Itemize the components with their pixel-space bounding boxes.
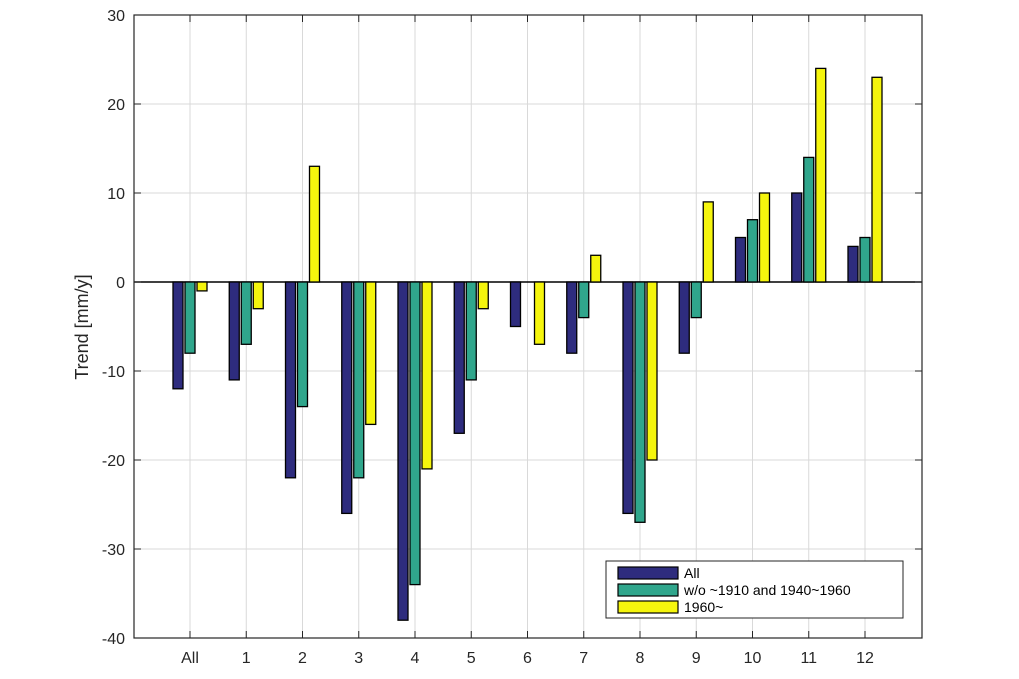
bar-2-3 (353, 281, 365, 479)
legend-swatch (617, 600, 679, 614)
x-tick-label: 4 (411, 650, 420, 667)
bar-3-1 (252, 281, 264, 310)
legend-label: All (684, 565, 700, 581)
bar-2-10 (746, 219, 759, 283)
y-tick-label: -30 (102, 542, 125, 559)
bar-3-10 (758, 192, 771, 283)
bar-2-12 (859, 236, 871, 283)
bar-1-11 (791, 192, 803, 283)
bar-1-1 (228, 281, 240, 381)
bar-2-7 (578, 281, 590, 319)
bar-3-All (196, 281, 208, 292)
bar-3-9 (702, 201, 714, 283)
legend-label: 1960~ (684, 599, 723, 615)
x-tick-label: 10 (744, 650, 762, 667)
bar-1-7 (566, 281, 578, 354)
bar-1-9 (678, 281, 690, 354)
bar-2-All (184, 281, 196, 354)
y-tick-label: -10 (102, 364, 125, 381)
bar-2-4 (409, 281, 421, 586)
bar-3-2 (308, 165, 321, 283)
x-tick-label: 2 (298, 650, 307, 667)
grid-lines (134, 14, 922, 639)
bar-1-6 (509, 281, 522, 328)
legend-swatch (617, 566, 679, 580)
legend-label: w/o ~1910 and 1940~1960 (683, 582, 851, 598)
bar-1-8 (622, 281, 634, 515)
bar-3-4 (421, 281, 433, 470)
bar-3-5 (477, 281, 489, 310)
x-tick-label: 1 (242, 650, 251, 667)
bar-3-3 (365, 281, 377, 426)
x-tick-label: 6 (523, 650, 532, 667)
y-tick-label: 0 (116, 275, 125, 292)
bars (172, 67, 883, 621)
y-tick-label: -40 (102, 631, 125, 648)
bar-2-5 (465, 281, 477, 381)
bar-1-12 (847, 245, 859, 283)
bar-2-1 (240, 281, 252, 345)
bar-1-4 (397, 281, 409, 621)
y-tick-label: 30 (107, 8, 125, 25)
bar-1-2 (284, 281, 297, 479)
x-tick-label: 5 (467, 650, 476, 667)
y-tick-label: -20 (102, 453, 125, 470)
x-tick-label: 3 (354, 650, 363, 667)
bar-1-All (172, 281, 184, 390)
y-axis-ticks: -40 -30 -20 -10 0 10 20 30 (102, 8, 922, 648)
x-tick-label: 11 (800, 650, 817, 667)
bar-3-12 (871, 76, 883, 283)
bar-3-11 (815, 67, 827, 283)
y-axis-title: Trend [mm/y] (72, 274, 92, 379)
bar-3-8 (646, 281, 658, 461)
bar-3-6 (533, 281, 546, 345)
bar-2-2 (296, 281, 309, 408)
x-tick-label: 12 (856, 650, 874, 667)
bar-3-7 (590, 254, 602, 283)
x-tick-label: All (181, 650, 199, 667)
bar-2-11 (803, 156, 815, 283)
bar-1-3 (341, 281, 353, 515)
x-tick-label: 7 (579, 650, 588, 667)
bar-2-8 (634, 281, 646, 523)
x-tick-label: 8 (636, 650, 645, 667)
bar-1-10 (734, 236, 747, 283)
y-tick-label: 20 (107, 97, 125, 114)
y-tick-label: 10 (107, 186, 125, 203)
x-tick-label: 9 (692, 650, 701, 667)
legend-swatch (617, 583, 679, 597)
bar-2-9 (690, 281, 702, 319)
x-axis-ticks: All 1 2 3 4 5 6 7 8 9 10 11 12 (181, 15, 874, 667)
bar-1-5 (453, 281, 465, 434)
